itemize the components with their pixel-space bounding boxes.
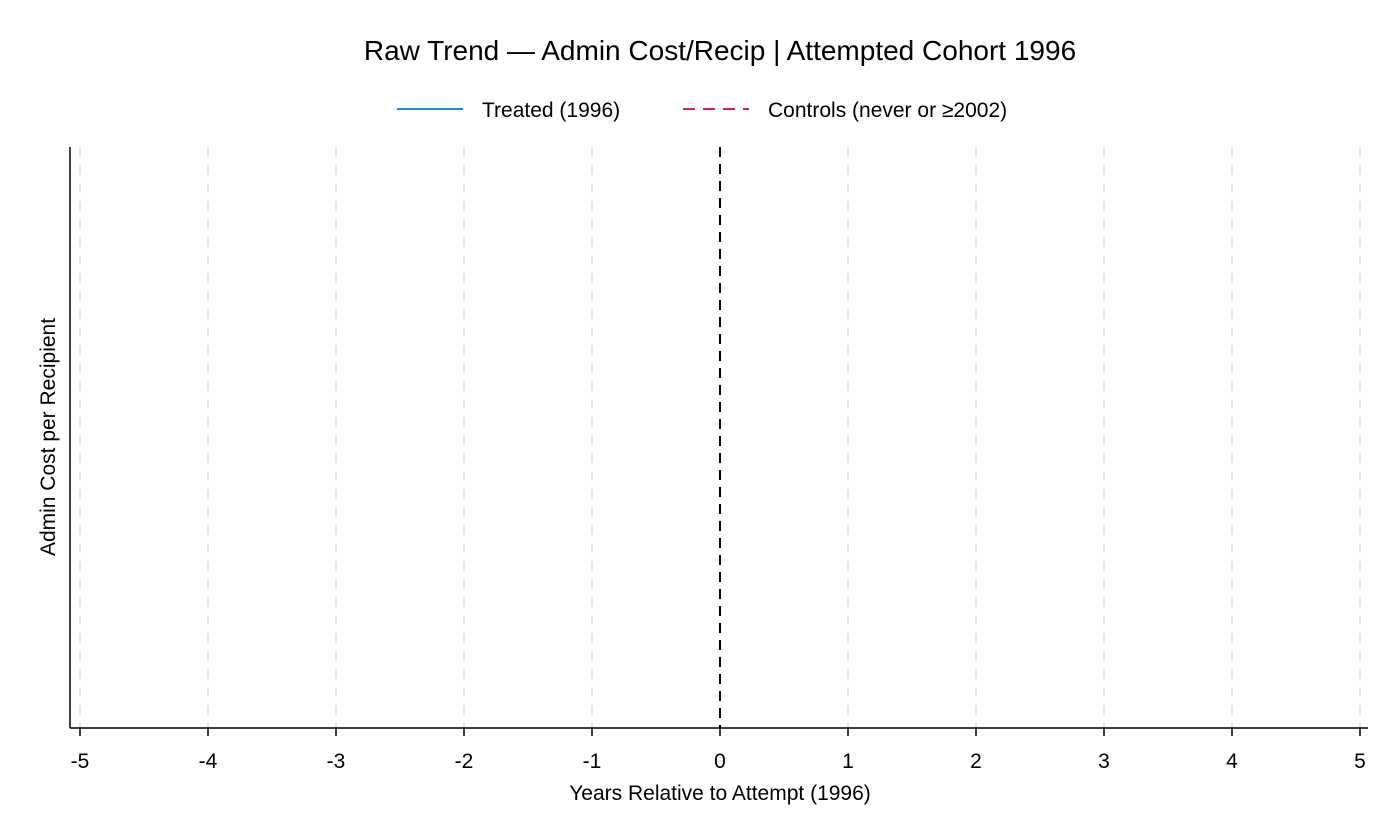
legend-label-controls: Controls (never or ≥2002) [768, 99, 1007, 122]
x-tick-label: 2 [970, 750, 982, 773]
x-tick-label: 5 [1354, 750, 1366, 773]
x-tick-label: -5 [71, 750, 90, 773]
grid-lines [79, 147, 1361, 728]
x-tick-label: -2 [455, 750, 474, 773]
x-tick-label: 3 [1098, 750, 1110, 773]
x-axis-ticks: -5 -4 -3 -2 -1 0 1 2 3 4 5 [71, 728, 1366, 773]
x-tick-label: -4 [199, 750, 218, 773]
legend-label-treated: Treated (1996) [482, 99, 620, 122]
y-axis-label: Admin Cost per Recipient [37, 318, 60, 556]
legend: Treated (1996) Controls (never or ≥2002) [397, 99, 1007, 122]
x-tick-label: -1 [583, 750, 602, 773]
x-tick-label: 1 [842, 750, 854, 773]
x-tick-label: 0 [714, 750, 726, 773]
x-tick-label: 4 [1226, 750, 1238, 773]
x-tick-label: -3 [327, 750, 346, 773]
chart-title: Raw Trend — Admin Cost/Recip | Attempted… [364, 35, 1076, 66]
x-axis-label: Years Relative to Attempt (1996) [569, 782, 871, 805]
